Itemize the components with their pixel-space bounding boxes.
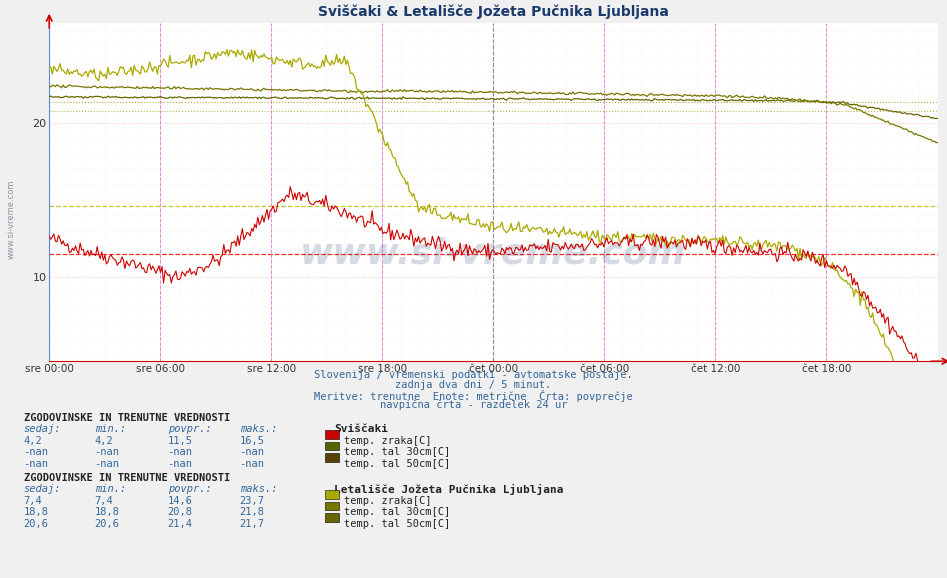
Text: sedaj:: sedaj: [24,424,62,434]
Text: maks.:: maks.: [240,484,277,494]
Text: -nan: -nan [24,459,48,469]
Text: 4,2: 4,2 [95,436,114,446]
Text: temp. zraka[C]: temp. zraka[C] [344,436,431,446]
Title: Sviščaki & Letališče Jožeta Pučnika Ljubljana: Sviščaki & Letališče Jožeta Pučnika Ljub… [318,5,669,19]
Text: 20,6: 20,6 [24,519,48,529]
Text: 7,4: 7,4 [24,496,43,506]
Text: 20,8: 20,8 [168,507,192,517]
Text: 16,5: 16,5 [240,436,264,446]
Text: 4,2: 4,2 [24,436,43,446]
Text: 18,8: 18,8 [24,507,48,517]
Text: -nan: -nan [168,447,192,457]
Text: Slovenija / vremenski podatki - avtomatske postaje.: Slovenija / vremenski podatki - avtomats… [314,370,633,380]
Text: navpična črta - razdelek 24 ur: navpična črta - razdelek 24 ur [380,399,567,410]
Text: -nan: -nan [95,459,119,469]
Text: 14,6: 14,6 [168,496,192,506]
Text: maks.:: maks.: [240,424,277,434]
Text: www.si-vreme.com: www.si-vreme.com [300,236,687,270]
Text: -nan: -nan [24,447,48,457]
Text: -nan: -nan [168,459,192,469]
Text: -nan: -nan [240,447,264,457]
Text: temp. tal 50cm[C]: temp. tal 50cm[C] [344,459,450,469]
Text: temp. zraka[C]: temp. zraka[C] [344,496,431,506]
Text: zadnja dva dni / 5 minut.: zadnja dva dni / 5 minut. [396,380,551,390]
Text: ZGODOVINSKE IN TRENUTNE VREDNOSTI: ZGODOVINSKE IN TRENUTNE VREDNOSTI [24,413,230,423]
Text: 20,6: 20,6 [95,519,119,529]
Text: Sviščaki: Sviščaki [334,424,388,434]
Text: temp. tal 30cm[C]: temp. tal 30cm[C] [344,507,450,517]
Text: www.si-vreme.com: www.si-vreme.com [7,180,16,260]
Text: 7,4: 7,4 [95,496,114,506]
Text: povpr.:: povpr.: [168,424,211,434]
Text: Meritve: trenutne  Enote: metrične  Črta: povprečje: Meritve: trenutne Enote: metrične Črta: … [314,390,633,402]
Text: Letališče Jožeta Pučnika Ljubljana: Letališče Jožeta Pučnika Ljubljana [334,484,563,495]
Text: 21,8: 21,8 [240,507,264,517]
Text: 23,7: 23,7 [240,496,264,506]
Text: sedaj:: sedaj: [24,484,62,494]
Text: 18,8: 18,8 [95,507,119,517]
Text: temp. tal 30cm[C]: temp. tal 30cm[C] [344,447,450,457]
Text: 11,5: 11,5 [168,436,192,446]
Text: ZGODOVINSKE IN TRENUTNE VREDNOSTI: ZGODOVINSKE IN TRENUTNE VREDNOSTI [24,473,230,483]
Text: min.:: min.: [95,424,126,434]
Text: -nan: -nan [240,459,264,469]
Text: 21,4: 21,4 [168,519,192,529]
Text: povpr.:: povpr.: [168,484,211,494]
Text: min.:: min.: [95,484,126,494]
Text: 21,7: 21,7 [240,519,264,529]
Text: temp. tal 50cm[C]: temp. tal 50cm[C] [344,519,450,529]
Text: -nan: -nan [95,447,119,457]
